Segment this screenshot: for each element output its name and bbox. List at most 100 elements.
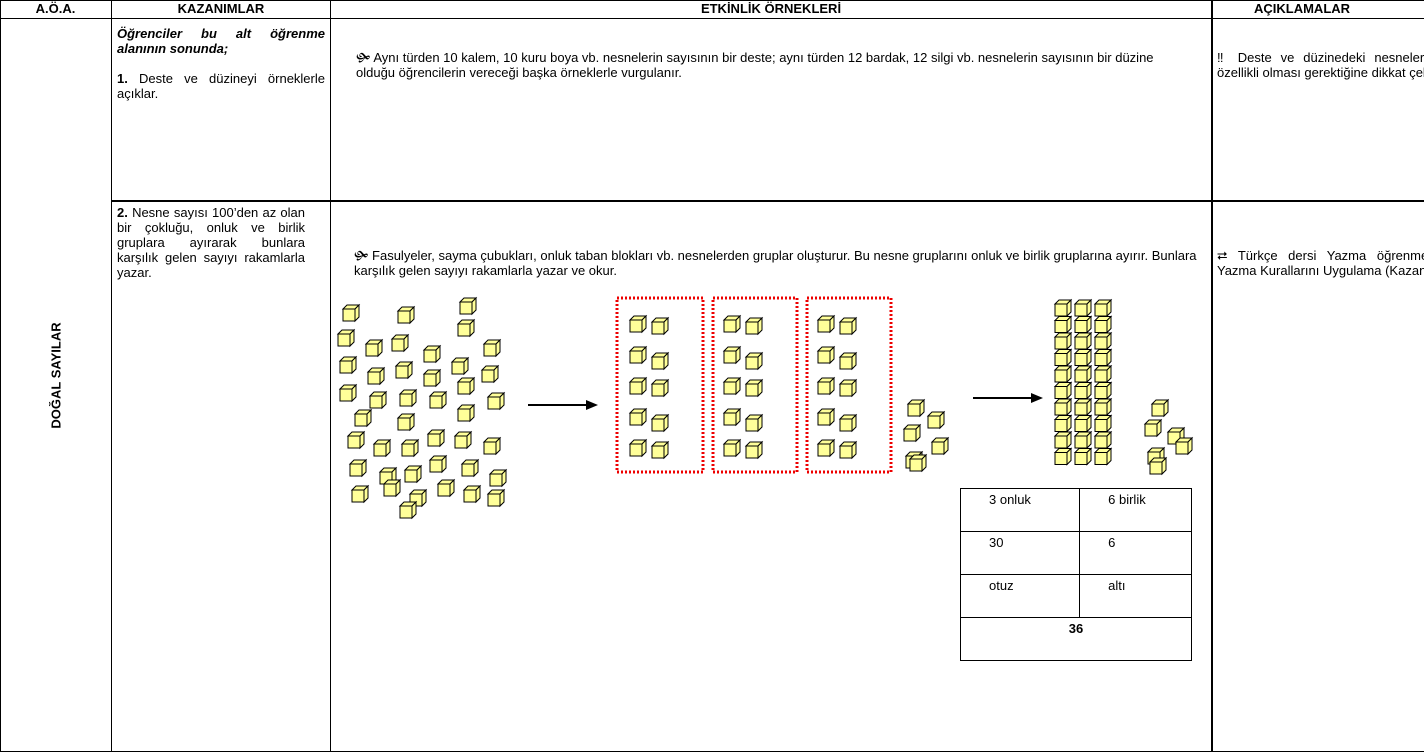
cube bbox=[1073, 298, 1093, 318]
cube bbox=[650, 316, 670, 336]
kazanim-text: Deste ve düzineyi örneklerle açıklar. bbox=[117, 71, 325, 101]
cube bbox=[838, 351, 858, 371]
cube bbox=[428, 390, 448, 410]
cube bbox=[1053, 381, 1073, 400]
cell: 30 bbox=[959, 531, 1081, 575]
cube bbox=[396, 412, 416, 432]
kazanim-intro: Öğrenciler bu alt öğrenme alanının sonun… bbox=[117, 26, 325, 56]
aciklama: ⮂ Türkçe dersi Yazma öğrenme alanı Yazma… bbox=[1217, 248, 1424, 278]
cube bbox=[460, 458, 480, 478]
kazanim: 1. Deste ve düzineyi örneklerle açıklar. bbox=[117, 71, 325, 101]
cube bbox=[838, 316, 858, 336]
cube bbox=[902, 423, 922, 443]
place-value-table: 3 onluk 6 birlik 30 6 otuz altı 36 bbox=[959, 488, 1192, 661]
cube bbox=[350, 484, 370, 504]
cube bbox=[458, 296, 478, 316]
cube bbox=[341, 303, 361, 323]
cube bbox=[650, 440, 670, 460]
cell: altı bbox=[1079, 574, 1192, 618]
cube bbox=[1143, 418, 1163, 438]
cube bbox=[1073, 430, 1093, 450]
header-cell: KAZANIMLAR bbox=[177, 1, 265, 16]
cube bbox=[1073, 331, 1093, 351]
cube bbox=[628, 314, 648, 334]
group-box bbox=[711, 296, 799, 474]
icon: 🙟 bbox=[354, 248, 369, 263]
cube bbox=[1053, 315, 1073, 334]
cube bbox=[462, 484, 482, 504]
cube bbox=[1093, 364, 1113, 384]
cube bbox=[398, 500, 418, 520]
cube bbox=[1093, 414, 1113, 433]
cube bbox=[1073, 315, 1093, 334]
cube bbox=[394, 360, 414, 380]
cube bbox=[450, 356, 470, 376]
cube bbox=[1053, 447, 1073, 466]
cube bbox=[400, 438, 420, 458]
cube bbox=[1148, 456, 1168, 476]
cube bbox=[628, 376, 648, 396]
icon: ⮂ bbox=[1217, 248, 1228, 263]
arrow-head bbox=[1031, 393, 1043, 403]
cube bbox=[486, 391, 506, 411]
cube bbox=[744, 378, 764, 398]
cube bbox=[482, 338, 502, 358]
cube bbox=[482, 436, 502, 456]
cube bbox=[403, 464, 423, 484]
cube bbox=[650, 378, 670, 398]
etkinlik: 🙟 Aynı türden 10 kalem, 10 kuru boya vb.… bbox=[356, 50, 1196, 80]
cube bbox=[486, 488, 506, 508]
cube bbox=[1093, 381, 1113, 400]
cube bbox=[722, 345, 742, 365]
cube bbox=[722, 407, 742, 427]
cube bbox=[396, 305, 416, 325]
cube bbox=[1073, 364, 1093, 384]
kazanim-number: 1. bbox=[117, 71, 128, 86]
cube bbox=[364, 338, 384, 358]
header-cell: A.Ö.A. bbox=[35, 1, 76, 16]
icon: 🙟 bbox=[356, 50, 371, 65]
cube bbox=[816, 314, 836, 334]
cube bbox=[488, 468, 508, 488]
aciklama-text: Türkçe dersi Yazma öğrenme alanı Yazma K… bbox=[1217, 248, 1424, 278]
cube bbox=[456, 376, 476, 396]
column-border bbox=[1211, 0, 1213, 752]
cube bbox=[1073, 447, 1093, 466]
cube bbox=[1093, 298, 1113, 318]
aciklama-text: Deste ve düzinedeki nesnelerin eş özelli… bbox=[1217, 50, 1424, 80]
cell: otuz bbox=[959, 574, 1081, 618]
cube bbox=[1174, 436, 1194, 456]
cube bbox=[1053, 298, 1073, 318]
cube bbox=[338, 355, 358, 375]
cube bbox=[390, 333, 410, 353]
row-border bbox=[111, 200, 1424, 202]
cell: 6 birlik bbox=[1079, 488, 1192, 532]
cube bbox=[346, 430, 366, 450]
cube bbox=[816, 407, 836, 427]
cube bbox=[338, 383, 358, 403]
cube bbox=[366, 366, 386, 386]
cube bbox=[926, 410, 946, 430]
cube bbox=[428, 454, 448, 474]
cell: 6 bbox=[1079, 531, 1192, 575]
header-cell: ETKİNLİK ÖRNEKLERİ bbox=[700, 1, 842, 16]
cell: 36 bbox=[960, 617, 1192, 661]
cube bbox=[1053, 331, 1073, 351]
cube bbox=[1053, 348, 1073, 367]
cube bbox=[1093, 430, 1113, 450]
cube bbox=[1073, 381, 1093, 400]
cube bbox=[906, 398, 926, 418]
aciklama: ‼ Deste ve düzinedeki nesnelerin eş özel… bbox=[1217, 50, 1424, 80]
cube bbox=[1093, 397, 1113, 417]
cube bbox=[353, 408, 373, 428]
cube bbox=[628, 407, 648, 427]
header-row bbox=[0, 0, 1424, 19]
cube bbox=[930, 436, 950, 456]
cube bbox=[650, 351, 670, 371]
cube bbox=[372, 438, 392, 458]
header-cell: AÇIKLAMALAR bbox=[1254, 1, 1351, 16]
cube bbox=[1053, 397, 1073, 417]
cube bbox=[1053, 414, 1073, 433]
etkinlik: 🙟 Fasulyeler, sayma çubukları, onluk tab… bbox=[354, 248, 1204, 278]
